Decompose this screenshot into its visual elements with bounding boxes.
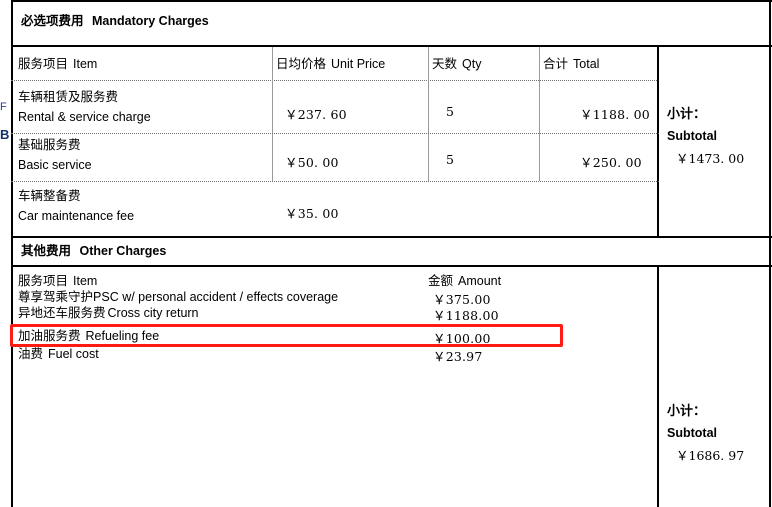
other-row-refueling-item: 加油服务费 Refueling fee	[18, 328, 159, 344]
column-header-qty-en: Qty	[462, 57, 482, 71]
row-rental-item: 车辆租赁及服务费 Rental & service charge	[18, 89, 151, 125]
row-maintenance-item: 车辆整备费 Car maintenance fee	[18, 188, 134, 224]
row-basic-service-qty: 5	[446, 152, 454, 167]
subtotal-mandatory-label-en: Subtotal	[667, 129, 717, 143]
other-row-psc-item: 尊享驾乘守护PSC w/ personal accident / effects…	[18, 289, 338, 305]
column-header-qty: 天数 Qty	[432, 56, 481, 72]
other-row-refueling-amount: ￥100.00	[433, 331, 491, 346]
row-rental-total: ￥1188. 00	[580, 107, 650, 122]
other-row-crosscity-amount: ￥1188.00	[433, 308, 499, 323]
subtotal-other: 小计： Subtotal ￥1686. 97	[667, 400, 744, 464]
section-title-mandatory: 必选项费用 Mandatory Charges	[21, 13, 209, 29]
row-rental-qty: 5	[446, 104, 454, 119]
other-column-header-item: 服务项目 Item	[18, 273, 97, 289]
row-rental-item-cn: 车辆租赁及服务费	[18, 89, 119, 104]
row-maintenance-unit-price: ￥35. 00	[285, 206, 339, 221]
row-basic-service-item-en: Basic service	[18, 158, 92, 172]
row-maintenance-item-en: Car maintenance fee	[18, 209, 135, 223]
subtotal-mandatory: 小计： Subtotal ￥1473. 00	[667, 103, 744, 167]
left-edge-fragment-bottom: B	[0, 127, 9, 142]
other-column-header-amount: 金额 Amount	[428, 273, 501, 289]
section-title-other-cn: 其他费用	[21, 243, 72, 258]
other-row-fuelcost-amount: ￥23.97	[433, 349, 483, 364]
other-row-fuelcost-item-cn: 油费	[18, 346, 44, 361]
table-right-border	[769, 0, 771, 507]
column-header-total-cn: 合计	[543, 56, 569, 71]
other-row-crosscity-item-en: Cross city return	[107, 306, 199, 320]
other-column-header-amount-cn: 金额	[428, 273, 454, 288]
column-divider-qty	[428, 47, 429, 181]
row-basic-service-total: ￥250. 00	[580, 155, 642, 170]
section-title-other-en: Other Charges	[79, 244, 167, 258]
column-header-unit-price-en: Unit Price	[331, 57, 386, 71]
row-rental-item-en: Rental & service charge	[18, 110, 151, 124]
column-divider-total	[539, 47, 540, 181]
section-title-other: 其他费用 Other Charges	[21, 243, 166, 259]
subtotal-column-divider-top	[657, 47, 659, 237]
subtotal-column-divider-bottom	[657, 267, 659, 507]
row-rental-unit-price: ￥237. 60	[285, 107, 347, 122]
section-title-mandatory-cn: 必选项费用	[21, 13, 84, 28]
row-basic-service-unit-price: ￥50. 00	[285, 155, 339, 170]
other-banner-bottom-border	[11, 265, 772, 267]
column-header-total-en: Total	[573, 57, 600, 71]
left-edge-fragment-top: F	[0, 101, 7, 113]
subtotal-other-label-en: Subtotal	[667, 426, 717, 440]
column-header-item-cn: 服务项目	[18, 56, 69, 71]
column-header-unit-price: 日均价格 Unit Price	[276, 56, 385, 72]
other-row-fuelcost-item: 油费 Fuel cost	[18, 346, 99, 362]
other-row-psc-item-cn: 尊享驾乘守护	[18, 289, 94, 304]
column-divider-unit-price	[272, 47, 273, 181]
other-banner-top-border	[11, 236, 772, 238]
other-column-header-item-en: Item	[73, 274, 98, 288]
subtotal-other-label-cn: 小计：	[667, 403, 707, 418]
row-basic-service-item-cn: 基础服务费	[18, 137, 81, 152]
mandatory-banner-bottom-border	[11, 45, 772, 47]
other-column-header-item-cn: 服务项目	[18, 273, 69, 288]
other-row-crosscity-item-cn: 异地还车服务费	[18, 305, 106, 320]
column-header-item-en: Item	[73, 57, 98, 71]
column-header-qty-cn: 天数	[432, 56, 458, 71]
other-row-refueling-item-en: Refueling fee	[85, 329, 160, 343]
table-left-border	[11, 0, 13, 507]
other-column-header-amount-en: Amount	[458, 274, 502, 288]
column-header-unit-price-cn: 日均价格	[276, 56, 327, 71]
other-row-fuelcost-item-en: Fuel cost	[48, 347, 99, 361]
subtotal-mandatory-value: ￥1473. 00	[676, 151, 745, 166]
row-basic-service-bottom-separator	[11, 181, 659, 182]
row-basic-service-item: 基础服务费 Basic service	[18, 137, 92, 173]
subtotal-other-value: ￥1686. 97	[676, 448, 745, 463]
left-edge-clipped-content: F B	[0, 0, 9, 507]
other-row-psc-item-en: PSC w/ personal accident / effects cover…	[93, 290, 339, 304]
subtotal-mandatory-label-cn: 小计：	[667, 106, 707, 121]
row-rental-bottom-separator	[11, 133, 659, 134]
column-header-total: 合计 Total	[543, 56, 599, 72]
table-top-border	[11, 0, 772, 2]
other-row-crosscity-item: 异地还车服务费 Cross city return	[18, 305, 199, 321]
row-maintenance-item-cn: 车辆整备费	[18, 188, 81, 203]
other-row-refueling-item-cn: 加油服务费	[18, 328, 81, 343]
header-row-bottom-separator	[11, 80, 659, 81]
other-row-psc-amount: ￥375.00	[433, 292, 491, 307]
column-header-item: 服务项目 Item	[18, 56, 97, 72]
section-title-mandatory-en: Mandatory Charges	[92, 14, 209, 28]
